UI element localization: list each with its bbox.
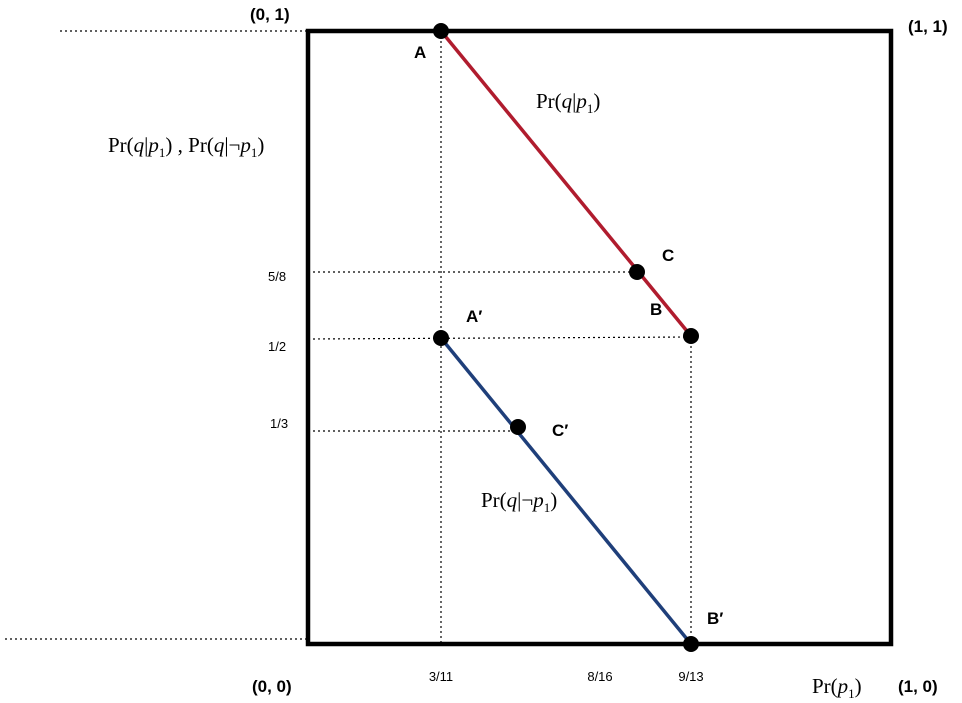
x-tick-9-13: 9/13	[678, 669, 703, 684]
y-tick-1-3: 1/3	[270, 416, 288, 431]
point-b-prime	[683, 636, 699, 652]
x-tick-3-11: 3/11	[429, 669, 453, 684]
point-b-prime-label: B′	[707, 609, 723, 628]
point-c-label: C	[662, 246, 674, 265]
corner-bottom-left-label: (0, 0)	[252, 677, 292, 696]
point-a	[433, 23, 449, 39]
y-axis-label: Pr(q|p1) , Pr(q|¬p1)	[108, 133, 264, 160]
y-tick-1-2: 1/2	[268, 339, 286, 354]
corner-bottom-right-label: (1, 0)	[898, 677, 938, 696]
point-b-label: B	[650, 300, 662, 319]
lower-line-pr-q-given-not-p1	[439, 336, 693, 646]
guide-horizontal-1-2	[307, 336, 692, 340]
upper-line-pr-q-given-p1	[439, 29, 693, 338]
corner-top-right-label: (1, 1)	[908, 17, 948, 36]
x-axis-label: Pr(p1)	[812, 674, 862, 701]
point-b	[683, 328, 699, 344]
y-tick-5-8: 5/8	[268, 269, 286, 284]
lower-line-label: Pr(q|¬p1)	[481, 488, 557, 515]
point-c-prime	[510, 419, 526, 435]
point-a-prime-label: A′	[466, 307, 482, 326]
upper-line-label: Pr(q|p1)	[536, 89, 600, 116]
point-a-prime	[433, 330, 449, 346]
corner-top-left-label: (0, 1)	[250, 5, 290, 24]
point-c	[629, 264, 645, 280]
x-tick-8-16: 8/16	[587, 669, 612, 684]
point-c-prime-label: C′	[552, 421, 568, 440]
plot-frame	[305, 28, 894, 647]
point-a-label: A	[414, 43, 426, 62]
